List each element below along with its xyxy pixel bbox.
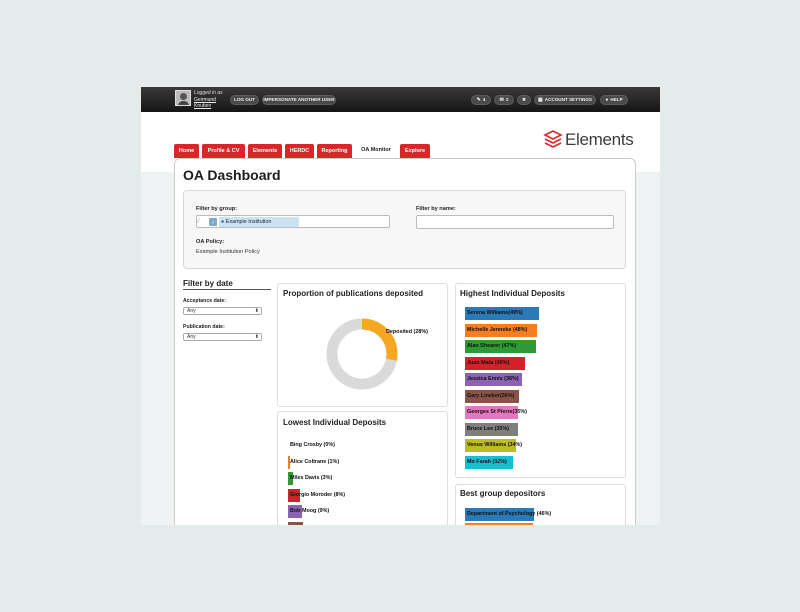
tab-elements[interactable]: Elements bbox=[248, 144, 282, 158]
filter-name-label: Filter by name: bbox=[416, 206, 456, 212]
highest-bar-label-8: Venus Williams (34%) bbox=[467, 442, 523, 448]
donut-slice-label: Deposited (28%) bbox=[386, 329, 428, 335]
lowest-bar-5[interactable] bbox=[288, 521, 303, 525]
filter-panel bbox=[183, 190, 626, 269]
group-bar-label-0: Department of Psychology (46%) bbox=[467, 511, 552, 517]
tab-explore[interactable]: Explore bbox=[400, 144, 430, 158]
select-arrows-icon: ⬍ bbox=[254, 334, 259, 340]
tab-home[interactable]: Home bbox=[174, 144, 199, 158]
highest-bar-label-6: Georges St Pierre(35%) bbox=[467, 409, 527, 415]
chevron-down-icon[interactable]: ⌄ bbox=[209, 218, 217, 226]
highest-bar-label-4: Jessica Ennis (38%) bbox=[467, 376, 519, 382]
tab-reporting[interactable]: Reporting bbox=[317, 144, 352, 158]
lowest-bar-4[interactable] bbox=[288, 505, 302, 518]
lowest-bar-3[interactable] bbox=[288, 488, 300, 502]
group-filter-input[interactable]: ⁄ ⌄ ♣ Example Institution bbox=[196, 215, 390, 228]
tags-button[interactable]: ✎ 4 bbox=[471, 95, 491, 105]
group-chip[interactable]: ♣ Example Institution bbox=[219, 217, 299, 227]
highest-bar-6[interactable] bbox=[465, 406, 518, 419]
group-bar-1[interactable] bbox=[465, 523, 533, 525]
highest-bar-5[interactable] bbox=[465, 389, 519, 403]
group-chip-label: Example Institution bbox=[225, 219, 272, 225]
highest-bar-label-5: Gary Lineker(36%) bbox=[467, 392, 515, 399]
highest-bar-label-7: Bruce Lee (35%) bbox=[467, 425, 509, 432]
page-title: OA Dashboard bbox=[183, 167, 281, 183]
highest-bar-label-3: Juan Mata (40%) bbox=[467, 359, 510, 366]
highest-bar-8[interactable] bbox=[465, 439, 516, 452]
highest-bar-label-0: Serena Williams(49%) bbox=[467, 310, 523, 316]
top-bar: Logged in as Geirmund Knuben LOG OUT IMP… bbox=[141, 87, 660, 112]
settings-icon: ▦ bbox=[538, 97, 543, 103]
proportion-donut bbox=[326, 318, 398, 390]
message-icon: ✉ bbox=[499, 97, 504, 103]
lowest-bar-label-1: Alice Coltrane (1%) bbox=[290, 458, 340, 465]
highest-bar-7[interactable] bbox=[465, 422, 518, 436]
user-name-link[interactable]: Geirmund Knuben bbox=[194, 97, 216, 109]
lowest-bar-1[interactable] bbox=[288, 455, 290, 469]
tab-profile-cv[interactable]: Profile & CV bbox=[202, 144, 245, 158]
highest-bar-3[interactable] bbox=[465, 356, 525, 370]
highest-title: Highest Individual Deposits bbox=[460, 289, 565, 298]
lowest-bar-label-0: Bing Crosby (0%) bbox=[290, 442, 335, 448]
filter-group-label: Filter by group: bbox=[196, 206, 238, 212]
proportion-title: Proportion of publications deposited bbox=[283, 289, 423, 298]
lowest-panel bbox=[277, 411, 448, 525]
logged-in-label: Logged in as bbox=[194, 90, 223, 96]
tag-icon: ✎ bbox=[476, 97, 481, 103]
messages-button[interactable]: ✉ 2 bbox=[494, 95, 514, 105]
acceptance-date-value: Any bbox=[187, 308, 196, 314]
tools-icon: ✖ bbox=[522, 97, 526, 102]
group-bar-0[interactable] bbox=[465, 508, 534, 521]
publication-date-value: Any bbox=[187, 334, 196, 340]
tab-oa-monitor[interactable]: OA Monitor bbox=[356, 143, 396, 158]
messages-count: 2 bbox=[505, 97, 509, 102]
help-label: HELP bbox=[610, 97, 623, 102]
oa-policy-label: OA Policy: bbox=[196, 239, 225, 245]
highest-bar-1[interactable] bbox=[465, 323, 537, 337]
oa-policy-value: Example Institution Policy bbox=[196, 249, 260, 255]
account-settings-label: ACCOUNT SETTINGS bbox=[544, 97, 592, 102]
highest-bar-label-9: Mo Farah (32%) bbox=[467, 458, 507, 465]
tools-button[interactable]: ✖ bbox=[517, 95, 531, 105]
tab-herdc[interactable]: HERDC bbox=[285, 144, 314, 158]
logout-button[interactable]: LOG OUT bbox=[230, 95, 259, 105]
org-tree-icon: ♣ bbox=[221, 219, 225, 225]
highest-bar-9[interactable] bbox=[465, 455, 513, 469]
acceptance-date-label: Acceptance date: bbox=[183, 298, 226, 304]
clear-icon[interactable]: ⁄ bbox=[198, 219, 200, 225]
publication-date-select[interactable]: Any ⬍ bbox=[183, 333, 262, 341]
highest-bar-2[interactable] bbox=[465, 340, 536, 353]
tags-count: 4 bbox=[482, 97, 486, 102]
donut-deposited-slice[interactable] bbox=[326, 318, 398, 390]
name-filter-input[interactable] bbox=[416, 215, 614, 229]
publication-date-label: Publication date: bbox=[183, 324, 225, 330]
account-settings-button[interactable]: ▦ ACCOUNT SETTINGS bbox=[534, 95, 596, 105]
avatar[interactable] bbox=[175, 90, 191, 106]
highest-bar-0[interactable] bbox=[465, 307, 539, 320]
lowest-title: Lowest Individual Deposits bbox=[283, 418, 387, 427]
lowest-bar-label-3: Giorgio Moroder (8%) bbox=[290, 491, 346, 498]
best-group-title: Best group depositors bbox=[460, 489, 546, 498]
highest-bar-4[interactable] bbox=[465, 373, 522, 386]
select-arrows-icon: ⬍ bbox=[254, 308, 259, 314]
date-filter-title: Filter by date bbox=[183, 279, 271, 290]
impersonate-button[interactable]: IMPERSONATE ANOTHER USER bbox=[262, 95, 336, 105]
lowest-bar-2[interactable] bbox=[288, 472, 293, 485]
help-button[interactable]: ● HELP bbox=[600, 95, 628, 105]
lowest-bar-label-4: Bob Moog (9%) bbox=[290, 508, 330, 514]
highest-bar-label-1: Michelle Jenneke (48%) bbox=[467, 326, 528, 333]
help-icon: ● bbox=[605, 97, 609, 103]
app-window: Logged in as Geirmund Knuben LOG OUT IMP… bbox=[141, 87, 660, 525]
brand-name: Elements bbox=[565, 130, 634, 149]
acceptance-date-select[interactable]: Any ⬍ bbox=[183, 307, 262, 315]
elements-logo-icon bbox=[543, 130, 563, 148]
lowest-bar-label-2: Miles Davis (3%) bbox=[290, 475, 333, 481]
highest-bar-label-2: Alan Shearer (47%) bbox=[467, 343, 517, 349]
